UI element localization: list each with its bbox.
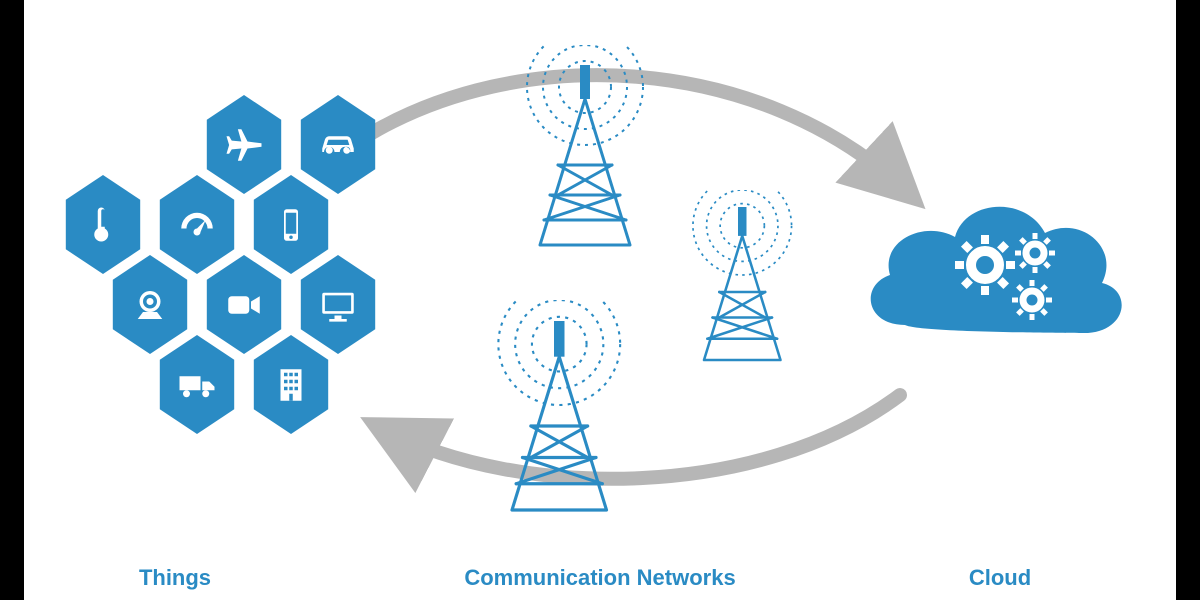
things-hex-grid xyxy=(60,95,420,495)
monitor-icon xyxy=(317,284,359,326)
towers-group xyxy=(420,30,780,570)
building-icon xyxy=(270,364,312,406)
cloud-group xyxy=(850,175,1130,375)
video-icon xyxy=(223,284,265,326)
car-icon xyxy=(317,124,359,166)
diagram-stage: Things Communication Networks Cloud xyxy=(0,0,1200,600)
hex-building xyxy=(248,335,334,434)
hex-truck xyxy=(154,335,240,434)
thermometer-icon xyxy=(82,204,124,246)
cell-tower-3 xyxy=(470,300,649,526)
label-networks: Communication Networks xyxy=(450,565,750,591)
label-cloud: Cloud xyxy=(850,565,1150,591)
airplane-icon xyxy=(223,124,265,166)
gauge-icon xyxy=(176,204,218,246)
webcam-icon xyxy=(129,284,171,326)
frame-bar-left xyxy=(0,0,24,600)
truck-icon xyxy=(176,364,218,406)
frame-bar-right xyxy=(1176,0,1200,600)
label-things: Things xyxy=(25,565,325,591)
cell-tower-2 xyxy=(670,190,815,374)
cell-tower-1 xyxy=(500,45,670,260)
phone-icon xyxy=(270,204,312,246)
